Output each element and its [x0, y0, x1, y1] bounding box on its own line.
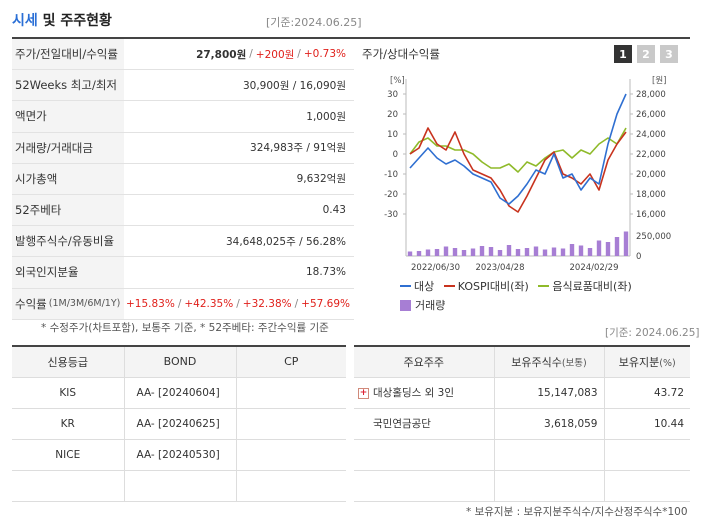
left-tick-label: -10 [384, 170, 398, 180]
volume-tick-label: 0 [636, 252, 641, 262]
table-row [354, 439, 690, 471]
volume-bar [569, 244, 575, 256]
x-tick-label: 2023/04/28 [476, 263, 525, 273]
info-row-52weeks: 52Weeks 최고/최저 30,900원 / 16,090원 [12, 70, 354, 102]
legend-s1: 대상 [400, 278, 434, 294]
volume-tick-label: 250,000 [636, 232, 671, 242]
credit-rating-table: 신용등급 BOND CP KIS AA- [20240604] KR AA- [… [12, 345, 346, 502]
left-tick-label: -20 [384, 190, 398, 200]
volume-bar [533, 246, 539, 256]
table-row: KIS AA- [20240604] [12, 377, 346, 409]
chart-tabs: 1 2 3 [614, 45, 678, 63]
shareholders-table: 주요주주 보유주식수(보통) 보유지분(%) + 대상홀딩스 외 3인 15,14… [354, 345, 690, 502]
volume-bar [425, 249, 431, 256]
right-tick-label: 24,000 [636, 130, 666, 140]
left-tick-label: 0 [393, 150, 398, 160]
holders-header-shares: 보유주식수(보통) [493, 346, 604, 378]
series-line-food [409, 127, 627, 173]
right-tick-label: 18,000 [636, 190, 666, 200]
table-row [354, 470, 690, 502]
expand-icon[interactable]: + [358, 387, 369, 399]
volume-bar [578, 245, 584, 256]
left-axis-unit: [%] [390, 76, 405, 86]
reference-date: [기준:2024.06.25] [266, 16, 362, 29]
footnote-left: * 수정주가(차트포함), 보통주 기준, * 52주베타: 주간수익률 기준 [41, 322, 329, 334]
right-tick-label: 16,000 [636, 210, 666, 220]
chart-title: 주가/상대수익률 [362, 47, 440, 61]
volume-bar [605, 242, 611, 256]
volume-bar [470, 248, 476, 256]
volume-bar [560, 248, 566, 256]
volume-bar [506, 245, 512, 256]
page-title: 시세 및 주주현황 [12, 13, 112, 29]
volume-bar [524, 248, 530, 256]
table-row: 국민연금공단 3,618,059 10.44 [354, 408, 690, 440]
holders-header-name: 주요주주 [354, 346, 494, 378]
info-row-beta: 52주베타 0.43 [12, 194, 354, 227]
legend-s2: KOSPI대비(좌) [443, 278, 529, 294]
volume-bar [551, 247, 557, 256]
credit-header-rating: 신용등급 [12, 346, 124, 378]
volume-bar [416, 251, 422, 256]
volume-bar [434, 249, 440, 256]
info-row-shares: 발행주식수/유동비율 34,648,025주 / 56.28% [12, 226, 354, 258]
series-line-kospi [409, 127, 627, 213]
volume-bar [614, 237, 620, 256]
right-tick-label: 20,000 [636, 170, 666, 180]
chart-panel: 주가/상대수익률 1 2 3 [%] [원] 30 20 10 0 -10 -20 -30 28,… [354, 37, 690, 314]
chart-tab-1[interactable]: 1 [614, 45, 632, 63]
volume-bar [488, 247, 494, 256]
legend-volume: 거래량 [400, 297, 445, 313]
price-change-rate: +0.73% [303, 48, 346, 61]
info-row-volume: 거래량/거래대금 324,983주 / 91억원 [12, 132, 354, 164]
price-change: +200원 [255, 48, 295, 61]
chart-tab-3[interactable]: 3 [660, 45, 678, 63]
left-tick-label: 20 [387, 110, 398, 120]
volume-bar [452, 248, 458, 256]
current-price: 27,800원 [196, 48, 247, 61]
chart-legend: 대상 KOSPI대비(좌) 음식료품대비(좌) 거래량 [400, 277, 638, 314]
table-row: KR AA- [20240625] [12, 408, 346, 440]
quote-info-table: 주가/전일대비/수익률 27,800원 / +200원 / +0.73% 52W… [12, 37, 354, 320]
right-tick-label: 26,000 [636, 110, 666, 120]
credit-header-bond: BOND [123, 346, 236, 378]
left-tick-label: -30 [384, 210, 398, 220]
holders-header-ratio: 보유지분(%) [603, 346, 690, 378]
x-tick-label: 2024/02/29 [570, 263, 619, 273]
chart-tab-2[interactable]: 2 [637, 45, 655, 63]
volume-bar [407, 251, 413, 256]
volume-bar [596, 240, 602, 256]
left-tick-label: 30 [387, 90, 398, 100]
right-tick-label: 22,000 [636, 150, 666, 160]
volume-bar [515, 249, 521, 256]
volume-bar [497, 250, 503, 256]
info-row-par: 액면가 1,000원 [12, 101, 354, 133]
x-tick-label: 2022/06/30 [411, 263, 460, 273]
right-axis-unit: [원] [652, 76, 666, 86]
table-row: NICE AA- [20240530] [12, 439, 346, 471]
footnote-right: * 보유지분 : 보유지분주식수/지수산정주식수*100 [466, 506, 688, 518]
left-tick-label: 10 [387, 130, 398, 140]
table-row: + 대상홀딩스 외 3인 15,147,083 43.72 [354, 377, 690, 409]
volume-bar [443, 246, 449, 256]
info-row-foreign: 외국인지분율 18.73% [12, 257, 354, 289]
credit-header-cp: CP [235, 346, 346, 378]
right-tick-label: 28,000 [636, 90, 666, 100]
volume-bar [587, 248, 593, 256]
table-row [12, 470, 346, 502]
volume-bar [461, 250, 467, 256]
info-row-price: 주가/전일대비/수익률 27,800원 / +200원 / +0.73% [12, 39, 354, 71]
volume-bar [542, 249, 548, 256]
volume-bar [479, 246, 485, 256]
legend-s3: 음식료품대비(좌) [538, 278, 632, 294]
volume-bar [623, 231, 629, 256]
price-chart: [%] [원] 30 20 10 0 -10 -20 -30 28,000 26,000 24,000… [384, 76, 671, 273]
reference-date-holders: [기준: 2024.06.25] [605, 327, 700, 339]
series-line-daesang [409, 93, 627, 205]
info-row-return: 수익률 (1M/3M/6M/1Y) +15.83% / +42.35% / +32.3… [12, 288, 354, 320]
info-row-mcap: 시가총액 9,632억원 [12, 163, 354, 195]
